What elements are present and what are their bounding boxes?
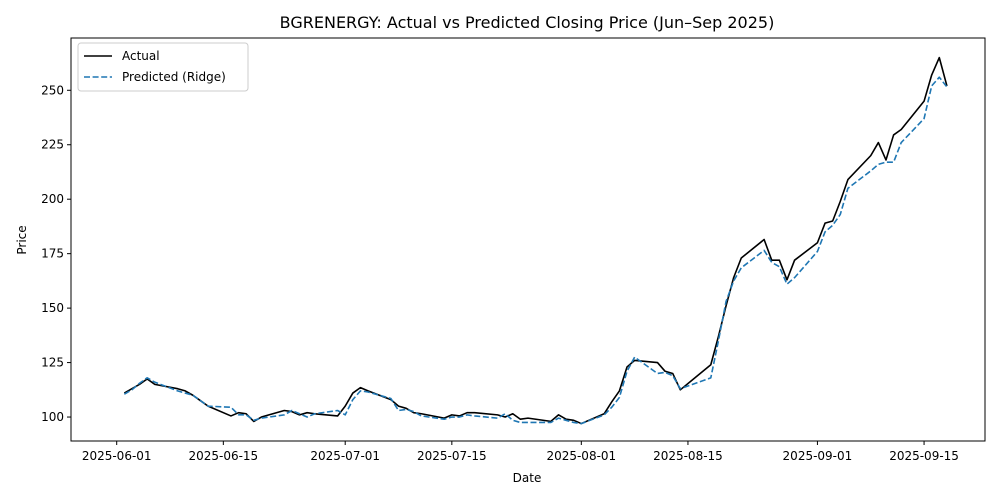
legend-label-actual: Actual xyxy=(122,49,160,63)
chart-title: BGRENERGY: Actual vs Predicted Closing P… xyxy=(280,13,775,32)
x-axis-title: Date xyxy=(513,471,542,485)
y-tick-label: 100 xyxy=(41,410,64,424)
x-tick-label: 2025-06-15 xyxy=(188,449,258,463)
x-tick-label: 2025-07-01 xyxy=(310,449,380,463)
x-tick-label: 2025-06-01 xyxy=(82,449,152,463)
y-tick-label: 150 xyxy=(41,301,64,315)
legend-box xyxy=(77,42,249,92)
y-tick-label: 125 xyxy=(41,356,64,370)
series-line-predicted xyxy=(123,76,948,425)
plot-area: 2025-06-01 2025-06-15 2025-07-01 2025-07-15… xyxy=(41,37,986,463)
x-tick-label: 2025-08-01 xyxy=(546,449,616,463)
legend-label-predicted: Predicted (Ridge) xyxy=(122,70,226,84)
series-line-actual xyxy=(123,56,948,425)
y-axis-title: Price xyxy=(15,225,29,254)
y-tick-label: 200 xyxy=(41,192,64,206)
x-tick-label: 2025-07-15 xyxy=(417,449,487,463)
y-tick-label: 175 xyxy=(41,247,64,261)
x-tick-label: 2025-08-15 xyxy=(653,449,723,463)
plot-frame xyxy=(70,37,986,442)
y-tick-label: 225 xyxy=(41,138,64,152)
x-tick-label: 2025-09-15 xyxy=(889,449,959,463)
y-tick-label: 250 xyxy=(41,83,64,97)
legend: Actual Predicted (Ridge) xyxy=(77,42,249,92)
x-tick-label: 2025-09-01 xyxy=(783,449,853,463)
